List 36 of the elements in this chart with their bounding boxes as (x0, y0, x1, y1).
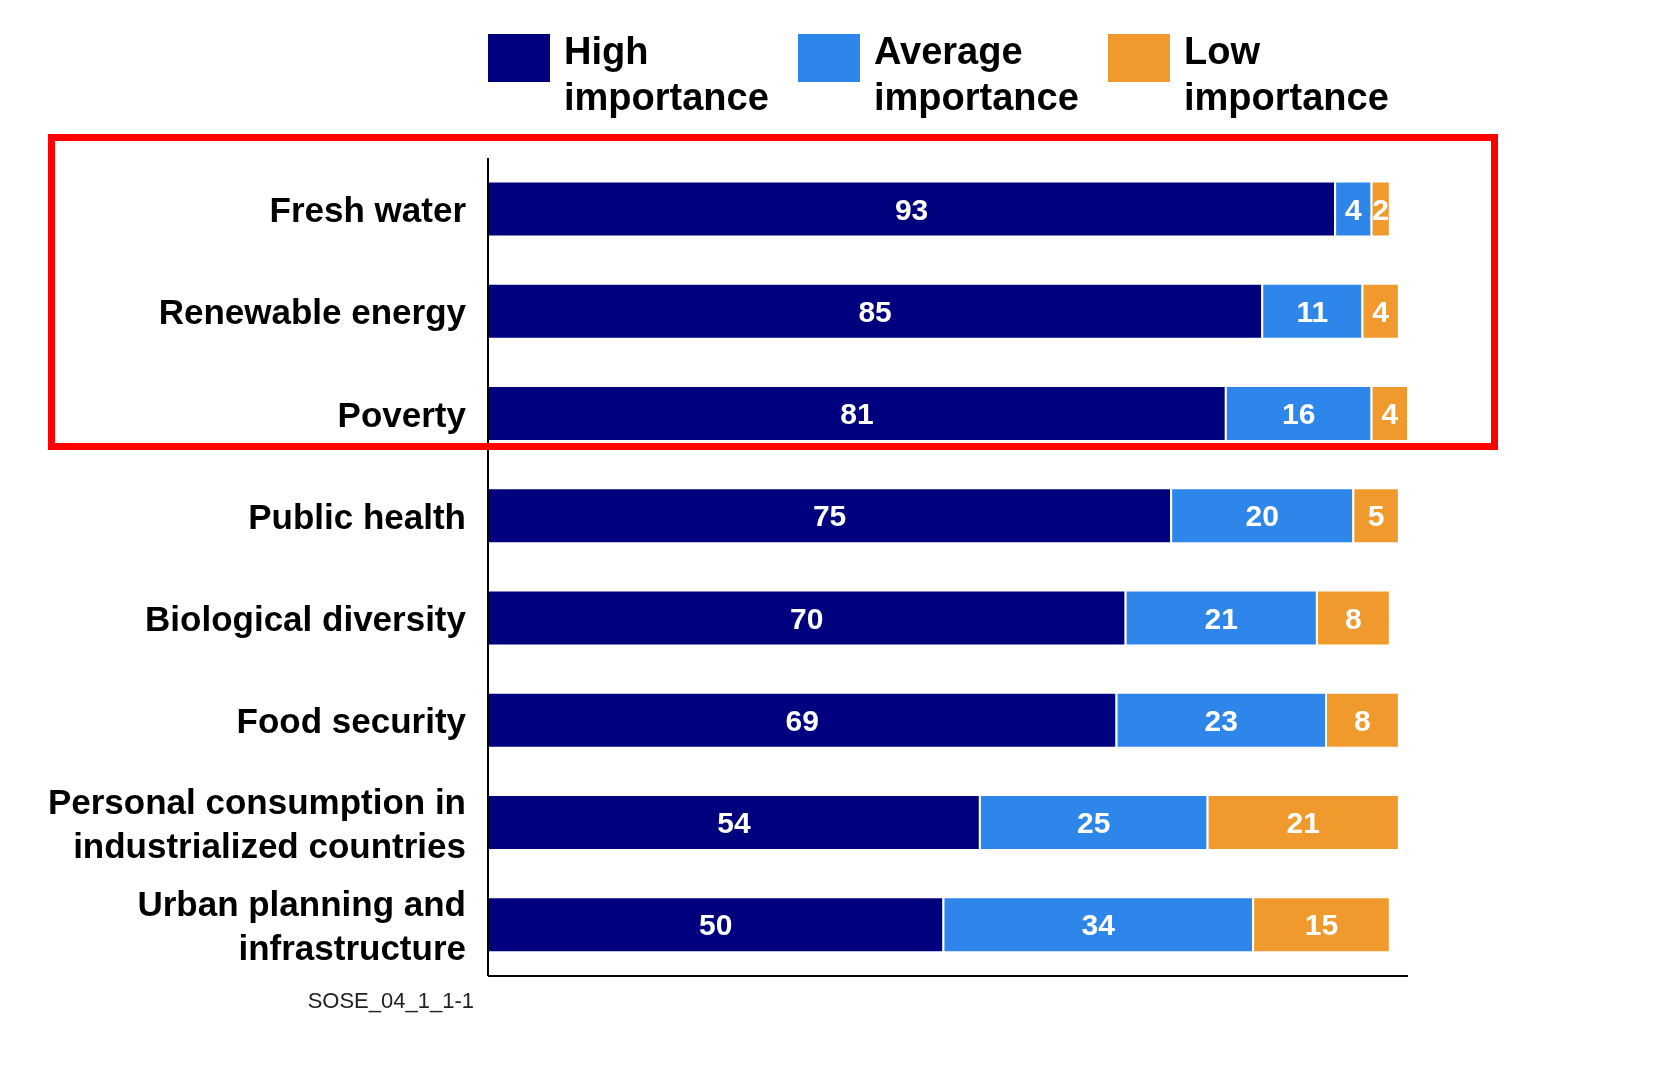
data-label: 50 (699, 908, 733, 942)
data-label: 8 (1354, 703, 1371, 737)
data-label: 70 (790, 601, 824, 635)
data-label: 2 (1372, 192, 1390, 226)
data-label: 81 (840, 397, 874, 431)
data-label: 54 (717, 806, 751, 840)
legend-label: Low importance (1184, 29, 1389, 120)
data-label: 4 (1345, 192, 1362, 226)
legend-label: High importance (564, 29, 769, 120)
data-label: 4 (1381, 397, 1399, 431)
data-label: 93 (894, 192, 929, 226)
data-label: 25 (1077, 806, 1111, 840)
data-label: 20 (1245, 499, 1279, 533)
data-label: 21 (1204, 601, 1238, 635)
y-tick-label: Personal consumption in industrialized countries (47, 781, 466, 865)
y-tick-label: Renewable energy (158, 291, 467, 331)
y-tick-label: Food security (236, 700, 467, 740)
data-label: 21 (1286, 806, 1320, 840)
data-label: 23 (1204, 703, 1238, 737)
y-tick-label: Urban planning and infrastructure (137, 883, 466, 967)
data-label: 5 (1367, 499, 1385, 533)
data-label: 16 (1282, 397, 1316, 431)
y-tick-label: Biological diversity (145, 598, 467, 638)
data-label: 8 (1345, 601, 1362, 635)
y-tick-label: Fresh water (269, 189, 467, 229)
data-label: 69 (785, 703, 819, 737)
text: SOSE_04_1_1-1 (306, 988, 474, 1014)
data-label: 15 (1304, 908, 1339, 942)
y-tick-label: Public health (248, 496, 466, 536)
data-label: 85 (858, 294, 892, 328)
data-label: 4 (1372, 294, 1390, 328)
data-label: 75 (812, 499, 847, 533)
legend-label: Average importance (874, 29, 1079, 120)
data-label: 11 (1296, 294, 1329, 328)
y-tick-label: Poverty (337, 394, 467, 434)
data-label: 34 (1081, 908, 1116, 942)
